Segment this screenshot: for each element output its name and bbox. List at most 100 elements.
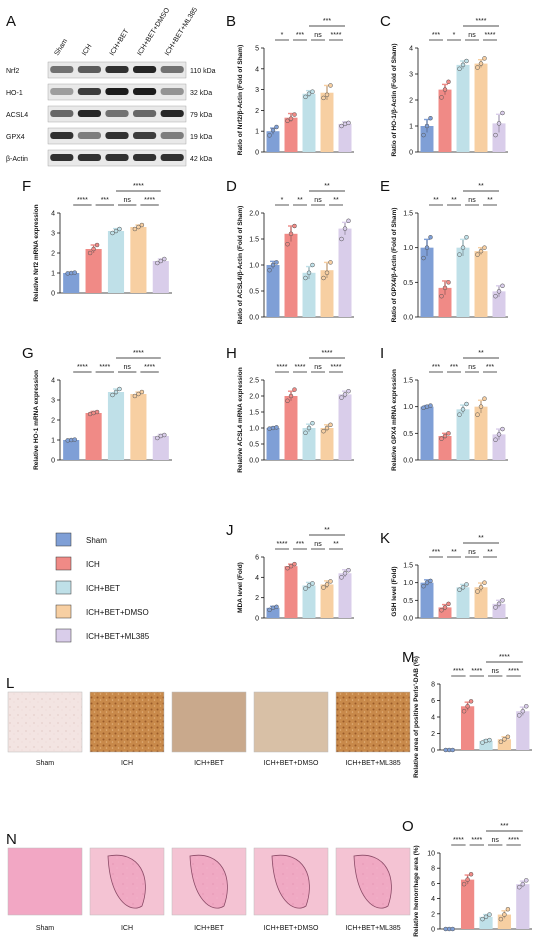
histology-caption: ICH+BET+ML385 [345, 760, 400, 767]
data-point [428, 578, 433, 584]
y-tick-label: 1.5 [249, 410, 259, 417]
data-point [110, 392, 115, 398]
significance-label: ** [478, 350, 484, 357]
significance-label: *** [432, 32, 440, 39]
blot-band [77, 154, 101, 161]
data-point [321, 275, 326, 281]
legend-label: Sham [86, 536, 107, 545]
significance-label: ** [433, 197, 439, 204]
panel-label: F [22, 178, 31, 195]
blot-band [50, 154, 74, 161]
histology-image [253, 691, 329, 753]
y-tick-label: 3 [51, 398, 55, 405]
significance-label: * [281, 197, 284, 204]
panel-label: I [380, 345, 384, 362]
panel-label: G [22, 345, 34, 362]
histology-panel-l: L Sham ICH ICH+BET ICH+BET+DMSO ICH+BET+ML385 [6, 675, 411, 767]
data-point [113, 228, 119, 234]
data-point [517, 884, 522, 890]
significance-label: ** [451, 549, 457, 556]
data-point [310, 89, 315, 94]
significance-label: **** [277, 364, 288, 371]
data-point [306, 91, 312, 97]
blot-band [160, 132, 184, 139]
data-point [464, 235, 469, 240]
y-tick-label: 1 [255, 129, 259, 136]
histology-caption: ICH [121, 925, 133, 932]
histology-caption: ICH+BET+DMSO [264, 760, 319, 767]
y-tick-label: 0.0 [403, 458, 413, 465]
data-point [496, 121, 502, 126]
data-point [324, 425, 330, 431]
bar [266, 607, 280, 618]
data-point [478, 248, 484, 254]
data-point [428, 235, 433, 240]
y-axis-title: Relative GPX4 mRNA expression [391, 369, 398, 471]
blot-protein-label: β-Actin [6, 156, 28, 163]
panel-label: N [6, 831, 17, 848]
y-tick-label: 0.5 [249, 442, 259, 449]
significance-label: ns [468, 32, 476, 39]
data-point [421, 255, 426, 261]
data-point [288, 563, 294, 569]
y-tick-label: 4 [255, 575, 259, 582]
data-point [500, 426, 505, 432]
bar [320, 428, 334, 460]
data-point [303, 275, 308, 281]
blot-band [50, 88, 74, 95]
significance-label: ns [314, 197, 322, 204]
data-point [292, 561, 297, 567]
bar [320, 270, 334, 317]
data-point [339, 123, 344, 129]
y-tick-label: 0 [255, 150, 259, 157]
significance-label: ** [478, 183, 484, 190]
bar [107, 392, 125, 460]
data-point [306, 270, 312, 276]
data-point [274, 260, 279, 265]
bar [456, 64, 470, 152]
y-tick-label: 1.5 [403, 563, 413, 570]
data-point [324, 92, 330, 98]
significance-label: ns [314, 364, 322, 371]
bar [284, 566, 298, 618]
bar [85, 249, 102, 293]
y-axis-title: Ratio of Nrf2/β-Actin (Fold of Sham) [237, 45, 244, 156]
bar [63, 440, 80, 460]
data-point [342, 226, 348, 231]
y-tick-label: 2.0 [249, 394, 259, 401]
data-point [306, 425, 312, 431]
blot-band [133, 154, 157, 161]
significance-label: *** [101, 197, 109, 204]
y-tick-label: 2 [255, 108, 259, 115]
data-point [421, 132, 426, 138]
data-point [439, 607, 444, 613]
data-point [475, 589, 480, 594]
significance-label: **** [144, 364, 155, 371]
blot-protein-label: HO-1 [6, 90, 23, 97]
data-point [460, 585, 466, 590]
chart-panel-e: E 0.0 0.5 1.0 1.5 Ratio of GPX4/β-Actin (Fold… [380, 178, 508, 322]
data-point [310, 262, 315, 268]
y-tick-label: 0.0 [249, 315, 259, 322]
blot-band [77, 66, 101, 73]
histology-image [335, 691, 411, 753]
data-point [428, 115, 433, 121]
y-tick-label: 6 [255, 555, 259, 562]
data-point [464, 582, 469, 587]
blot-band [105, 66, 129, 73]
data-point [483, 914, 489, 920]
panel-label: K [380, 530, 390, 547]
blot-protein-label: GPX4 [6, 134, 25, 141]
significance-label: * [453, 32, 456, 39]
bar [130, 394, 147, 460]
y-tick-label: 2.5 [249, 378, 259, 385]
data-point [505, 734, 511, 740]
data-point [324, 270, 330, 276]
y-tick-label: 1.0 [249, 263, 259, 270]
data-point [328, 579, 333, 584]
data-point [310, 581, 315, 586]
data-point [517, 713, 522, 718]
lane-label: ICH+BET+ML385 [164, 6, 199, 57]
y-tick-label: 8 [431, 682, 435, 689]
significance-label: *** [500, 823, 508, 830]
